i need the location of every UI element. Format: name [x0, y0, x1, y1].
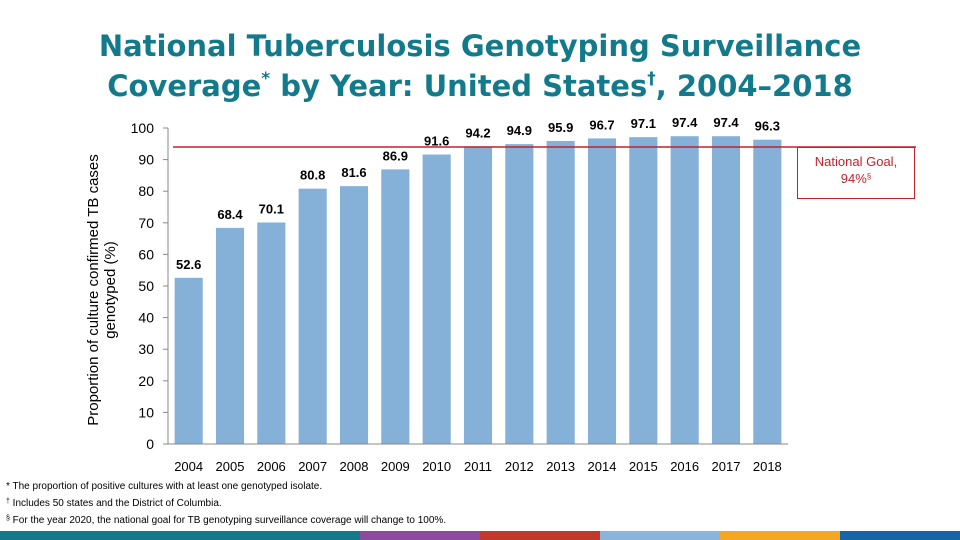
y-tick-label: 70: [138, 215, 154, 231]
x-tick-label: 2010: [422, 459, 451, 474]
goal-value: 94%: [840, 171, 867, 186]
bar-value-label: 52.6: [176, 257, 201, 272]
bar: [339, 186, 369, 445]
x-tick-label: 2006: [257, 459, 286, 474]
y-tick-label: 10: [138, 404, 154, 420]
bar: [670, 136, 699, 444]
footer-color-segment: [600, 531, 720, 540]
title-line-2: Coverage* by Year: United States†, 2004–…: [0, 66, 960, 106]
goal-footnote-mark: §: [866, 172, 872, 181]
y-tick-label: 100: [131, 120, 155, 136]
footnote-3: § For the year 2020, the national goal f…: [6, 512, 446, 529]
goal-value-line: 94%§: [798, 170, 914, 187]
x-tick-label: 2015: [629, 459, 658, 474]
bar: [381, 169, 410, 444]
bar-value-label: 91.6: [424, 134, 449, 149]
footer-color-segment: [120, 531, 240, 540]
footer-color-bar: [0, 531, 960, 540]
bar: [463, 146, 493, 444]
footnote-2-text: Includes 50 states and the District of C…: [9, 498, 222, 509]
bar: [711, 136, 741, 444]
bar-value-label: 96.3: [755, 119, 780, 134]
y-tick-label: 0: [146, 436, 154, 452]
footer-color-segment: [480, 531, 600, 540]
footnote-3-text: For the year 2020, the national goal for…: [9, 515, 447, 526]
bar-value-label: 97.4: [672, 115, 698, 130]
bar: [505, 144, 534, 444]
footer-color-segment: [240, 531, 360, 540]
bar-value-label: 86.9: [383, 148, 408, 163]
y-tick-label: 30: [138, 341, 154, 357]
x-tick-label: 2004: [174, 459, 203, 474]
y-tick-label: 60: [138, 246, 154, 262]
title-footnote-mark-2: †: [647, 69, 656, 89]
x-tick-label: 2014: [588, 459, 617, 474]
bar: [174, 277, 203, 444]
goal-label: National Goal,: [814, 154, 898, 169]
x-tick-label: 2012: [505, 459, 534, 474]
footnote-1: * The proportion of positive cultures wi…: [6, 478, 446, 495]
title-line-1: National Tuberculosis Genotyping Surveil…: [98, 29, 862, 63]
national-goal-callout: National Goal, 94%§: [797, 147, 915, 199]
bar: [629, 137, 658, 444]
bar-value-label: 70.1: [259, 201, 284, 216]
x-tick-label: 2016: [670, 459, 699, 474]
x-tick-label: 2008: [340, 459, 369, 474]
footnote-2-mark: †: [6, 498, 10, 505]
bar: [215, 227, 245, 444]
x-tick-label: 2018: [753, 459, 782, 474]
bar-value-label: 97.4: [713, 115, 739, 130]
y-tick-label: 40: [138, 310, 154, 326]
x-tick-label: 2009: [381, 459, 410, 474]
x-tick-label: 2011: [464, 459, 492, 474]
bar: [257, 222, 286, 444]
x-tick-label: 2013: [546, 459, 575, 474]
bar: [298, 188, 327, 444]
y-tick-label: 20: [138, 373, 154, 389]
title-line-2-part-a: Coverage: [107, 69, 262, 103]
title-line-2-part-c: , 2004–2018: [655, 69, 853, 103]
footnote-1-text: The proportion of positive cultures with…: [9, 481, 323, 492]
bar-value-label: 95.9: [548, 120, 573, 135]
footnote-3-mark: §: [6, 515, 10, 522]
bar-value-label: 97.1: [631, 116, 656, 131]
bar: [422, 154, 451, 444]
title-footnote-mark-1: *: [261, 69, 271, 89]
title-line-2-part-b: by Year: United States: [270, 69, 648, 103]
footnote-1-mark: *: [6, 481, 10, 492]
footnote-2: † Includes 50 states and the District of…: [6, 495, 446, 512]
bar: [587, 138, 617, 445]
x-tick-label: 2007: [298, 459, 327, 474]
x-tick-label: 2017: [712, 459, 741, 474]
x-tick-label: 2005: [216, 459, 245, 474]
y-tick-label: 90: [138, 152, 154, 168]
footer-color-segment: [840, 531, 960, 540]
bar: [546, 140, 575, 444]
footer-color-segment: [720, 531, 840, 540]
bar-value-label: 96.7: [589, 117, 614, 132]
bar-value-label: 94.9: [507, 123, 532, 138]
bar-value-label: 81.6: [341, 165, 366, 180]
bar: [753, 139, 782, 444]
chart-title: National Tuberculosis Genotyping Surveil…: [0, 26, 960, 106]
footer-color-segment: [0, 531, 120, 540]
footer-color-segment: [360, 531, 480, 540]
footnotes: * The proportion of positive cultures wi…: [6, 478, 446, 529]
bar-value-label: 80.8: [300, 168, 325, 183]
y-tick-label: 50: [138, 278, 154, 294]
y-tick-label: 80: [138, 183, 154, 199]
bar-value-label: 94.2: [465, 125, 490, 140]
bar-value-label: 68.4: [217, 207, 243, 222]
